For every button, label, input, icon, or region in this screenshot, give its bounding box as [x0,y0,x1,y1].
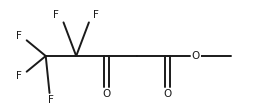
Text: F: F [16,31,22,41]
Text: O: O [164,89,172,99]
Text: F: F [48,95,54,105]
Text: F: F [53,10,59,20]
Text: O: O [103,89,111,99]
Text: O: O [192,51,200,61]
Text: F: F [16,71,22,81]
Text: F: F [93,10,99,20]
